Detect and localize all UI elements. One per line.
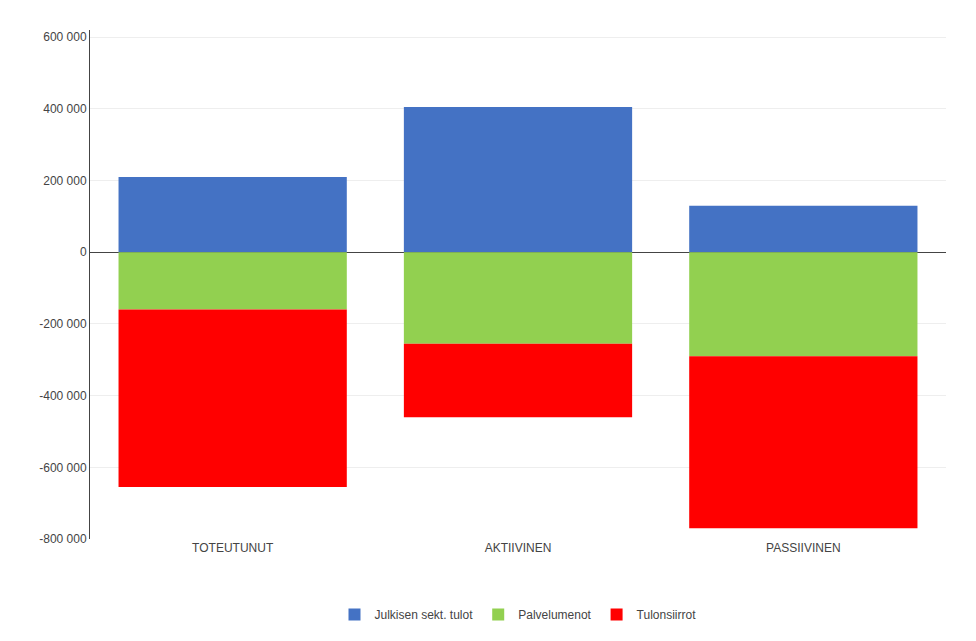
svg-text:600 000: 600 000 <box>43 30 87 44</box>
svg-text:-200 000: -200 000 <box>39 317 87 331</box>
svg-text:-600 000: -600 000 <box>39 461 87 475</box>
svg-text:PASSIIVINEN: PASSIIVINEN <box>766 541 840 555</box>
svg-text:200 000: 200 000 <box>43 174 87 188</box>
svg-text:TOTEUTUNUT: TOTEUTUNUT <box>192 541 274 555</box>
svg-text:-400 000: -400 000 <box>39 389 87 403</box>
svg-text:Julkisen sekt. tulot: Julkisen sekt. tulot <box>375 608 474 622</box>
svg-text:Palvelumenot: Palvelumenot <box>518 608 591 622</box>
svg-text:-800 000: -800 000 <box>39 532 87 546</box>
svg-text:AKTIIVINEN: AKTIIVINEN <box>485 541 552 555</box>
svg-text:Tulonsiirrot: Tulonsiirrot <box>637 608 697 622</box>
svg-text:400 000: 400 000 <box>43 102 87 116</box>
svg-text:0: 0 <box>80 245 87 259</box>
